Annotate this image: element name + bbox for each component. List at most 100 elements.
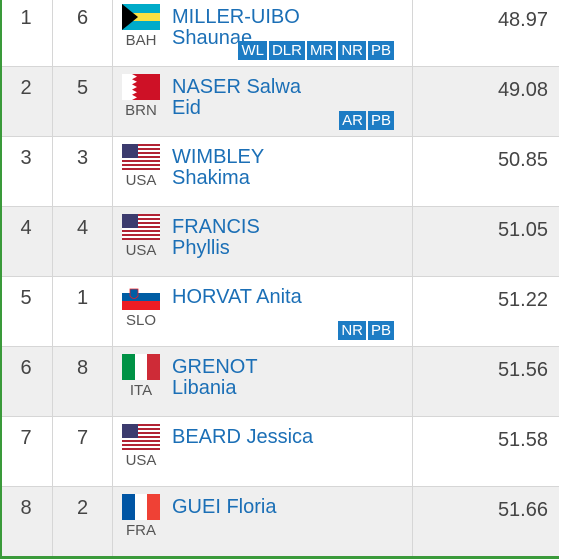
flag xyxy=(122,354,160,380)
rank: 1 xyxy=(20,7,32,29)
column-divider xyxy=(52,347,53,416)
column-divider xyxy=(412,207,413,276)
result-row: 4 4 USA FRANCIS Phyllis 51.05 xyxy=(0,207,559,277)
badges: NR PB xyxy=(338,321,394,340)
name-line: Libania xyxy=(172,377,237,399)
column-divider xyxy=(412,487,413,556)
column-divider xyxy=(412,0,413,66)
column-divider xyxy=(412,67,413,136)
result-row: 8 2 FRA GUEI Floria 51.66 xyxy=(0,487,559,557)
athlete-name: FRANCIS Phyllis xyxy=(172,217,260,259)
athlete-name: GUEI Floria xyxy=(172,497,276,518)
rank: 2 xyxy=(20,77,32,99)
country-code: USA xyxy=(125,172,157,189)
lane: 5 xyxy=(76,77,89,99)
flag-icon xyxy=(122,284,160,310)
athlete-name: HORVAT Anita xyxy=(172,287,302,308)
name-line: Phyllis xyxy=(172,237,230,259)
result-row: 2 5 BRN NASER Salwa Eid AR PB 49.08 xyxy=(0,67,559,137)
name-line: GRENOT xyxy=(172,356,258,378)
athlete-name: BEARD Jessica xyxy=(172,427,313,448)
rank: 8 xyxy=(20,497,32,519)
lane: 3 xyxy=(76,147,89,169)
name-line: GUEI Floria xyxy=(172,496,277,518)
border xyxy=(0,0,2,559)
column-divider xyxy=(412,417,413,486)
lane: 4 xyxy=(76,217,89,239)
country-code: USA xyxy=(125,452,157,469)
border xyxy=(0,556,559,559)
name-line: HORVAT Anita xyxy=(172,286,302,308)
record-badge: MR xyxy=(306,41,337,60)
result-row: 1 6 BAH MILLER-UIBO Shaunae WL DLR MR NR PB 48.97 xyxy=(0,0,559,67)
column-divider xyxy=(52,207,53,276)
column-divider xyxy=(112,487,113,556)
result-time: 51.58 xyxy=(497,429,548,451)
name-line: FRANCIS xyxy=(172,216,260,238)
flag-icon xyxy=(122,354,160,380)
lane: 1 xyxy=(76,287,89,309)
flag xyxy=(122,284,160,310)
column-divider xyxy=(52,137,53,206)
record-badge: PB xyxy=(367,111,394,130)
record-badge: NR xyxy=(338,41,366,60)
result-time: 51.05 xyxy=(497,219,548,241)
record-badge: NR xyxy=(338,321,366,340)
lane: 6 xyxy=(76,7,89,29)
column-divider xyxy=(52,487,53,556)
column-divider xyxy=(412,277,413,346)
flag-icon xyxy=(122,144,160,170)
name-line: Shakima xyxy=(172,167,250,189)
record-badge: WL xyxy=(238,41,267,60)
record-badge: PB xyxy=(367,41,394,60)
flag xyxy=(122,144,160,170)
column-divider xyxy=(112,67,113,136)
column-divider xyxy=(412,137,413,206)
result-time: 50.85 xyxy=(497,149,548,171)
column-divider xyxy=(112,0,113,66)
column-divider xyxy=(52,417,53,486)
flag xyxy=(122,74,160,100)
flag xyxy=(122,214,160,240)
country-code: ITA xyxy=(129,382,153,399)
column-divider xyxy=(112,417,113,486)
flag-icon xyxy=(122,214,160,240)
column-divider xyxy=(112,277,113,346)
rank: 4 xyxy=(20,217,32,239)
flag-icon xyxy=(122,494,160,520)
country-code: FRA xyxy=(126,522,156,539)
result-time: 51.66 xyxy=(497,499,548,521)
result-row: 3 3 USA WIMBLEY Shakima 50.85 xyxy=(0,137,559,207)
name-line: WIMBLEY xyxy=(172,146,265,168)
country-code: SLO xyxy=(125,312,156,329)
record-badge: DLR xyxy=(268,41,305,60)
athlete-name: GRENOT Libania xyxy=(172,357,258,399)
column-divider xyxy=(52,67,53,136)
flag xyxy=(122,424,160,450)
flag-icon xyxy=(122,424,160,450)
result-time: 51.56 xyxy=(497,359,548,381)
flag-icon xyxy=(122,74,160,100)
rank: 6 xyxy=(20,357,32,379)
badges: WL DLR MR NR PB xyxy=(238,41,394,60)
column-divider xyxy=(112,137,113,206)
result-time: 48.97 xyxy=(497,9,548,31)
rank: 5 xyxy=(20,287,32,309)
rank: 3 xyxy=(20,147,32,169)
column-divider xyxy=(52,0,53,66)
lane: 8 xyxy=(76,357,89,379)
column-divider xyxy=(112,207,113,276)
column-divider xyxy=(52,277,53,346)
lane: 2 xyxy=(76,497,89,519)
name-line: NASER Salwa xyxy=(172,76,301,98)
result-row: 6 8 ITA GRENOT Libania 51.56 xyxy=(0,347,559,417)
column-divider xyxy=(112,347,113,416)
athlete-name: WIMBLEY Shakima xyxy=(172,147,264,189)
record-badge: AR xyxy=(339,111,366,130)
name-line: Eid xyxy=(172,97,201,119)
name-line: BEARD Jessica xyxy=(172,426,314,448)
result-time: 51.22 xyxy=(497,289,548,311)
lane: 7 xyxy=(76,427,89,449)
athlete-name: NASER Salwa Eid xyxy=(172,77,301,119)
